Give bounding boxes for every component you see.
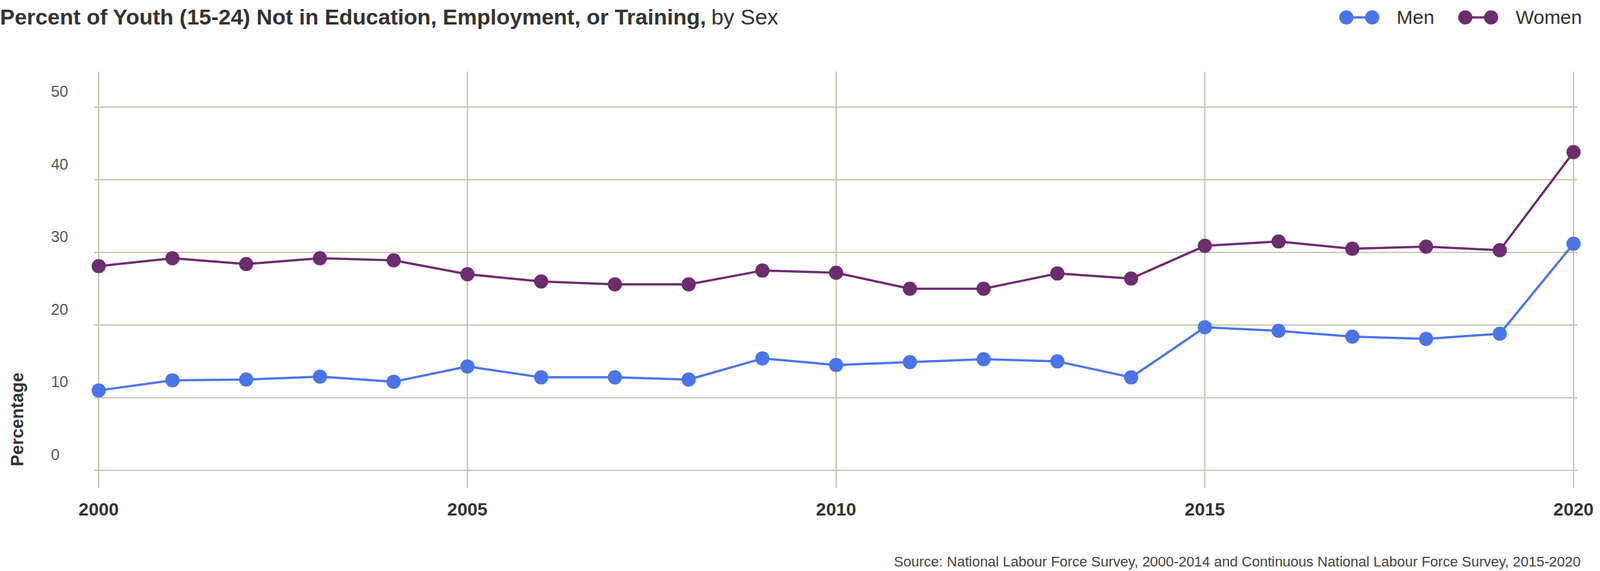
series-point (386, 374, 401, 390)
subtitle: by Sex (710, 4, 779, 30)
series-point (681, 372, 696, 387)
series-point (312, 369, 328, 384)
y-tick-label: 40 (50, 155, 69, 173)
series-women (91, 145, 1581, 297)
series-point (755, 351, 770, 366)
y-tick-label: 50 (50, 82, 69, 100)
legend: Men Women (1339, 6, 1582, 28)
series-point (607, 370, 622, 385)
legend-marker (1483, 10, 1499, 25)
series-point (91, 383, 106, 398)
series-point (1050, 354, 1065, 369)
x-grid-line (98, 71, 100, 488)
series-point (1271, 323, 1286, 339)
series-point (1198, 238, 1213, 253)
series-line (98, 243, 1574, 391)
title-main: Percent of Youth (15-24) Not in Educatio… (0, 4, 706, 30)
legend-label: Men (1396, 6, 1435, 28)
series-point (1123, 370, 1139, 385)
series-point (755, 263, 770, 278)
series-point (239, 256, 254, 271)
x-tick-label: 2015 (1184, 499, 1225, 520)
series-point (460, 359, 475, 374)
series-point (386, 253, 401, 268)
series-point (312, 250, 328, 266)
series-point (1123, 271, 1139, 286)
legend-marker (1339, 10, 1354, 25)
series-point (1418, 239, 1433, 254)
series-point (165, 372, 180, 388)
legend-marker (1365, 10, 1380, 25)
series-point (607, 277, 622, 292)
series-point (1345, 329, 1360, 344)
series-point (681, 277, 696, 292)
series-point (902, 354, 917, 370)
series-point (829, 265, 844, 280)
series-point (1566, 236, 1581, 251)
plot-area (91, 145, 1581, 398)
series-point (1345, 241, 1360, 257)
series-point (1566, 145, 1581, 160)
y-tick-label: 30 (50, 227, 69, 246)
y-axis-label: Percentage (7, 372, 28, 467)
x-tick-label: 2005 (447, 499, 488, 520)
x-tick-label: 2010 (816, 499, 857, 520)
title: Percent of Youth (15-24) Not in Educatio… (0, 4, 779, 30)
y-tick-label: 10 (50, 372, 69, 391)
series-point (534, 274, 549, 289)
series-point (239, 372, 254, 387)
series-point (1492, 243, 1508, 258)
series-point (902, 281, 917, 297)
y-tick-label: 0 (50, 445, 60, 464)
x-tick-label: 2000 (78, 499, 119, 520)
chart: Percent of Youth (15-24) Not in Educatio… (0, 0, 1600, 571)
y-tick-label: 20 (50, 300, 69, 319)
series-point (1198, 320, 1213, 335)
series-point (460, 267, 475, 282)
series-point (91, 259, 106, 274)
legend-marker (1458, 10, 1473, 25)
series-point (534, 370, 549, 385)
series-point (1418, 331, 1433, 346)
series-point (165, 250, 180, 266)
legend-label: Women (1515, 6, 1582, 28)
x-grid-line (1572, 71, 1575, 488)
x-grid-line (1204, 71, 1206, 488)
series-point (829, 358, 844, 373)
series-line (98, 152, 1574, 290)
series-point (1271, 234, 1286, 249)
series-point (1050, 266, 1065, 281)
source-note: Source: National Labour Force Survey, 20… (894, 553, 1581, 570)
series-men (91, 236, 1581, 398)
x-tick-label: 2020 (1553, 499, 1594, 520)
series-point (976, 352, 991, 367)
series-point (976, 281, 991, 297)
series-point (1492, 326, 1508, 341)
